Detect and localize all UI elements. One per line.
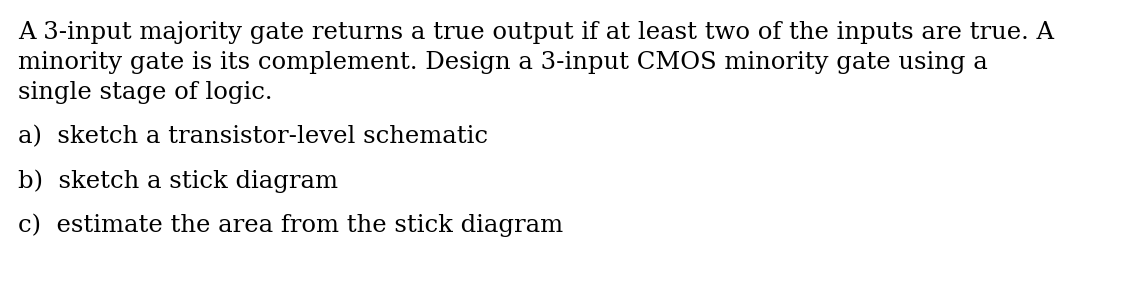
Text: minority gate is its complement. Design a 3-input CMOS minority gate using a: minority gate is its complement. Design … [18, 51, 988, 74]
Text: single stage of logic.: single stage of logic. [18, 81, 273, 104]
Text: c)  estimate the area from the stick diagram: c) estimate the area from the stick diag… [18, 213, 564, 237]
Text: a)  sketch a transistor-level schematic: a) sketch a transistor-level schematic [18, 125, 488, 148]
Text: A 3-input majority gate returns a true output if at least two of the inputs are : A 3-input majority gate returns a true o… [18, 21, 1054, 44]
Text: b)  sketch a stick diagram: b) sketch a stick diagram [18, 169, 338, 192]
